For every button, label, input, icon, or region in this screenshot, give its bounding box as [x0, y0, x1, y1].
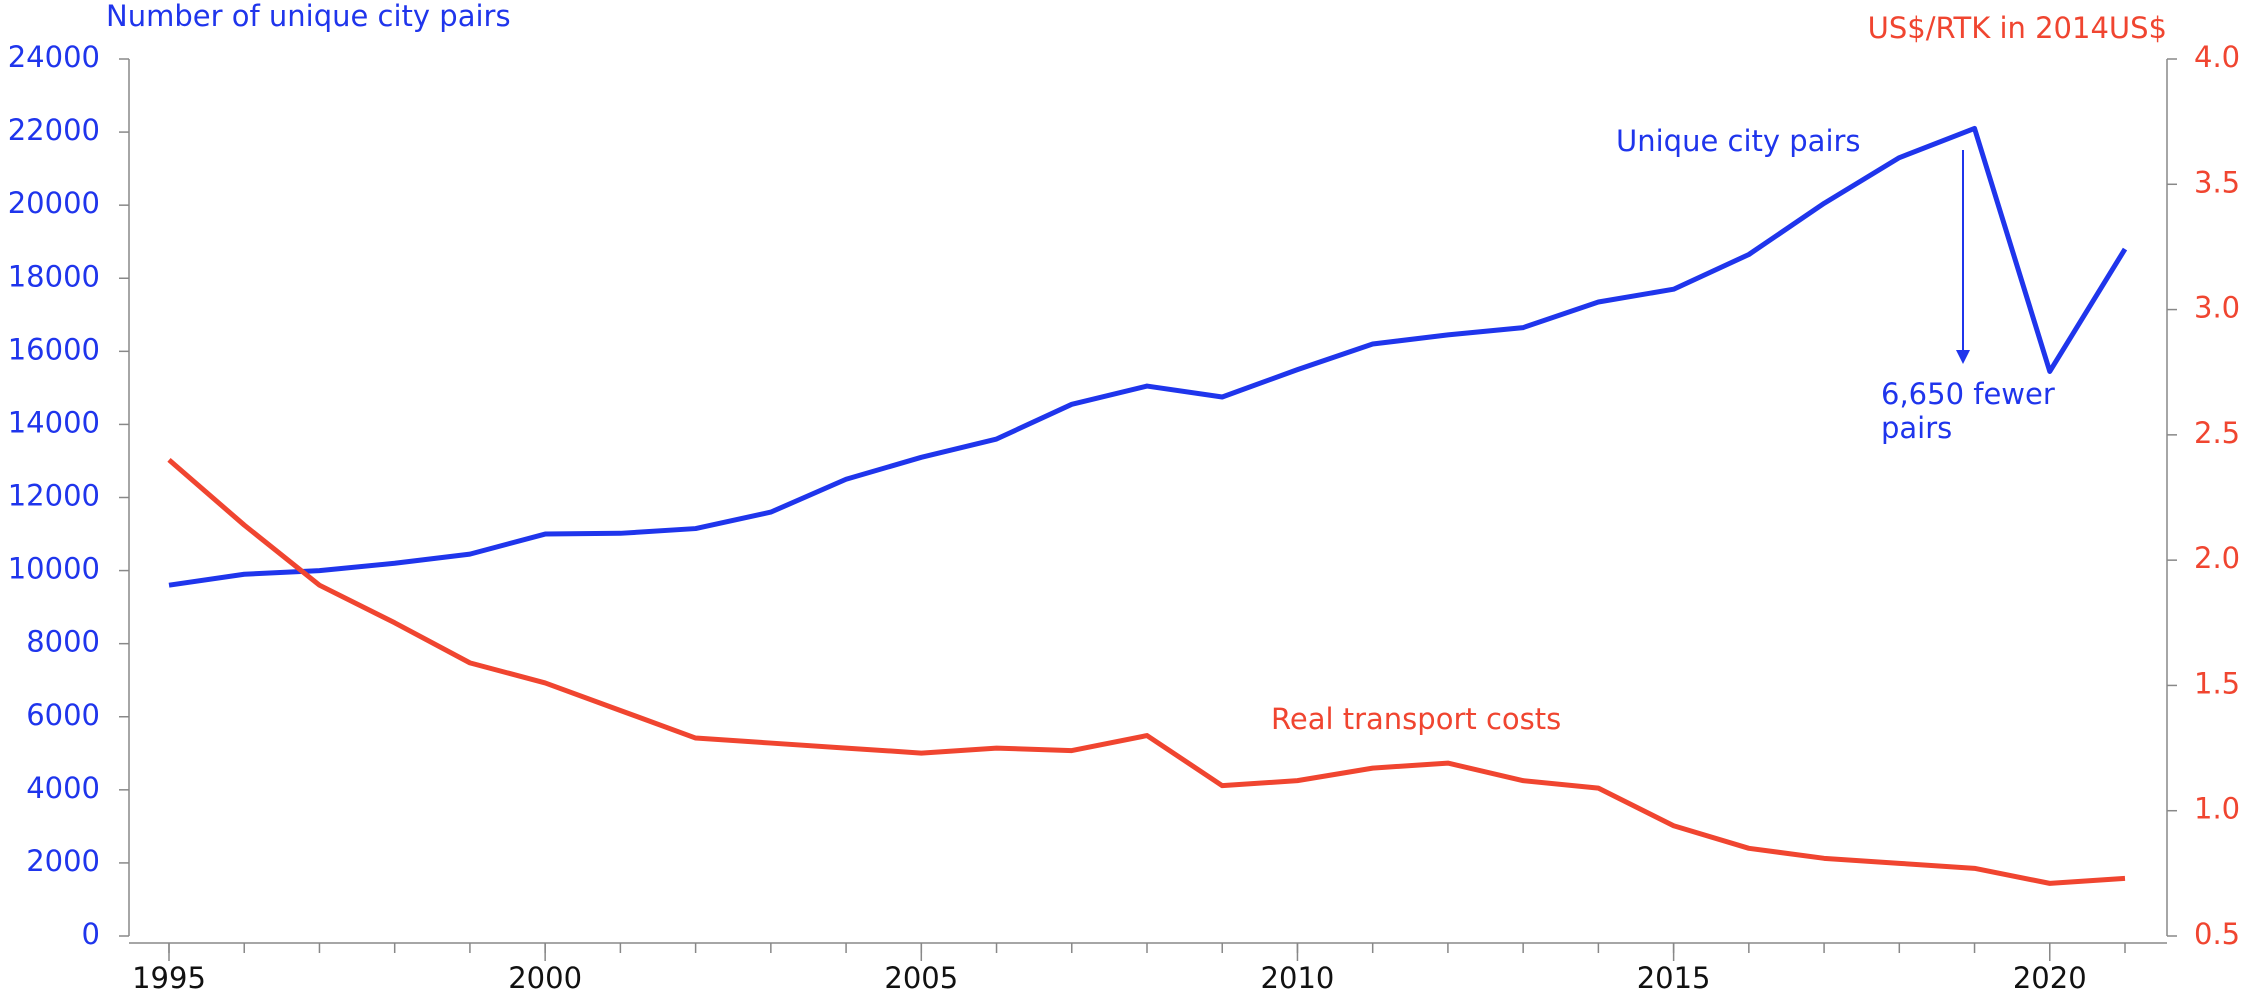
x-tick-label: 2005: [884, 961, 958, 995]
y-tick-label: 0: [82, 917, 100, 951]
y2-tick-label: 2.0: [2194, 541, 2240, 575]
annotation: pairs: [1881, 411, 1952, 445]
y-tick-label: 22000: [8, 113, 100, 147]
y2-tick-label: 4.0: [2194, 40, 2240, 74]
y-axis-title: Number of unique city pairs: [106, 0, 511, 33]
y2-tick-label: 2.5: [2194, 416, 2240, 450]
y-tick-label: 6000: [26, 698, 100, 732]
y2-axis-title: US$/RTK in 2014US$: [1868, 11, 2167, 45]
x-tick-label: 2015: [1637, 961, 1711, 995]
arrow-head: [1956, 350, 1970, 364]
y2-tick-label: 3.5: [2194, 165, 2240, 199]
y-tick-label: 2000: [26, 844, 100, 878]
y-tick-label: 16000: [8, 332, 100, 366]
y2-tick-label: 1.5: [2194, 666, 2240, 700]
annotation: 6,650 fewer: [1881, 377, 2055, 411]
y-tick-label: 8000: [26, 625, 100, 659]
x-tick-label: 1995: [132, 961, 206, 995]
y-tick-label: 18000: [8, 259, 100, 293]
y2-tick-label: 1.0: [2194, 792, 2240, 826]
y-tick-label: 24000: [8, 40, 100, 74]
series-line: [167, 458, 2126, 886]
x-tick-label: 2020: [2013, 961, 2087, 995]
series-line: [168, 125, 2128, 588]
series-label: Real transport costs: [1271, 702, 1561, 736]
y-tick-label: 12000: [8, 479, 100, 513]
y-tick-label: 14000: [8, 405, 100, 439]
x-tick-label: 2000: [508, 961, 582, 995]
x-tick-label: 2010: [1261, 961, 1335, 995]
y-tick-label: 20000: [8, 186, 100, 220]
y-tick-label: 4000: [26, 771, 100, 805]
series-label: Unique city pairs: [1616, 124, 1861, 158]
y2-tick-label: 0.5: [2194, 917, 2240, 951]
y2-tick-label: 3.0: [2194, 291, 2240, 325]
y-tick-label: 10000: [8, 552, 100, 586]
